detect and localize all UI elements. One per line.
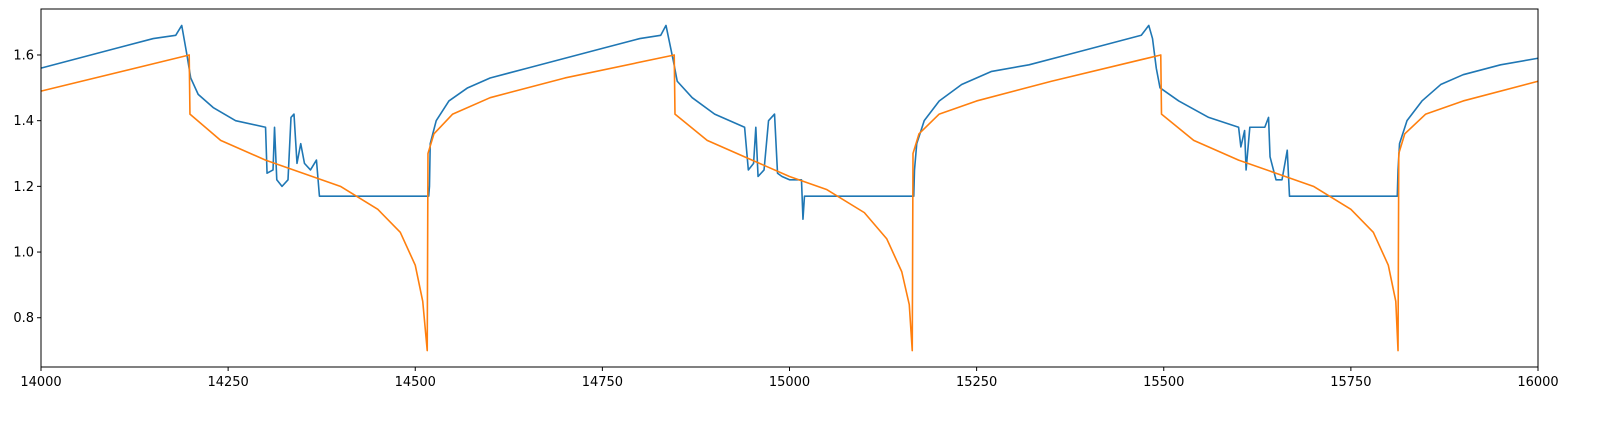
series-layer xyxy=(40,24,1539,352)
x-tick-label: 16000 xyxy=(1517,375,1558,390)
y-tick-label: 1.4 xyxy=(13,114,34,129)
y-tick-label: 0.8 xyxy=(13,311,34,326)
axes-frame xyxy=(40,8,1539,368)
x-tick-label: 14750 xyxy=(582,375,623,390)
y-axis: 0.8 1.0 1.2 1.4 1.6 xyxy=(13,48,41,326)
x-tick-label: 15250 xyxy=(956,375,997,390)
series-line-1 xyxy=(40,24,1539,220)
x-tick-label: 15750 xyxy=(1330,375,1371,390)
y-tick-label: 1.0 xyxy=(13,246,34,261)
x-axis: 14000 14250 14500 14750 15000 15250 15500 15750… xyxy=(20,367,1559,390)
y-tick-label: 1.2 xyxy=(13,180,34,195)
x-tick-label: 15500 xyxy=(1143,375,1184,390)
x-tick-label: 14000 xyxy=(20,375,61,390)
x-tick-label: 14250 xyxy=(207,375,248,390)
series-line-2 xyxy=(40,54,1539,352)
y-tick-label: 1.6 xyxy=(13,48,34,63)
x-tick-label: 14500 xyxy=(395,375,436,390)
x-tick-label: 15000 xyxy=(769,375,810,390)
